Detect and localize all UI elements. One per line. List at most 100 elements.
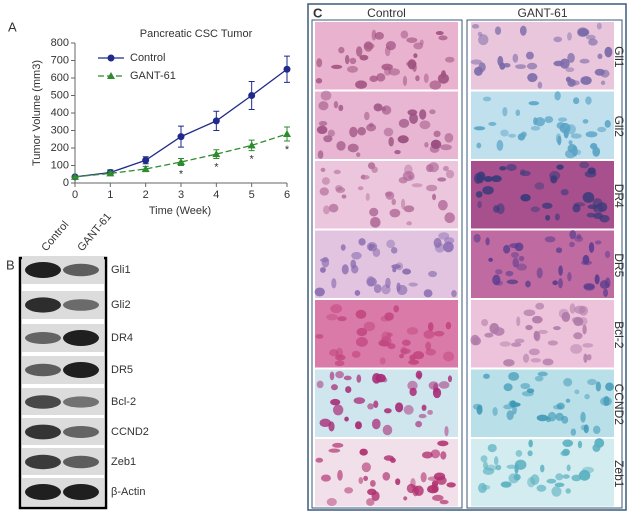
ihc-cell xyxy=(597,126,607,133)
legend-label: Control xyxy=(130,52,165,64)
ihc-cell xyxy=(534,182,545,190)
ihc-cell xyxy=(319,258,329,263)
ihc-cell xyxy=(415,420,423,428)
ihc-cell xyxy=(328,203,339,213)
y-tick-label: 400 xyxy=(51,107,69,119)
panel-label: A xyxy=(8,19,17,34)
ihc-cell xyxy=(567,271,572,282)
ihc-cell xyxy=(473,126,486,131)
ihc-cell xyxy=(574,236,584,242)
ihc-cell xyxy=(560,188,569,196)
ihc-cell xyxy=(584,170,597,178)
ihc-cell xyxy=(604,46,613,58)
ihc-cell xyxy=(381,284,391,295)
ihc-cell xyxy=(512,405,517,415)
ihc-cell xyxy=(440,451,447,460)
ihc-cell xyxy=(561,311,571,322)
column-frame xyxy=(466,19,623,509)
ihc-cell xyxy=(506,464,517,469)
y-tick-label: 100 xyxy=(51,159,69,171)
ihc-cell xyxy=(335,184,343,191)
ihc-cell xyxy=(554,482,565,488)
ihc-cell xyxy=(500,129,509,137)
blot-band xyxy=(63,396,99,408)
ihc-cell xyxy=(536,484,547,492)
ihc-cell xyxy=(406,37,418,43)
ihc-cell xyxy=(563,378,573,387)
ihc-cell xyxy=(371,418,381,430)
ihc-cell xyxy=(530,206,540,213)
ihc-cell xyxy=(605,382,614,391)
ihc-cell xyxy=(585,34,596,40)
ihc-cell xyxy=(583,424,589,434)
ihc-cell xyxy=(525,51,534,60)
ihc-cell xyxy=(338,104,344,112)
marker-label: Zeb1 xyxy=(612,460,626,488)
ihc-cell xyxy=(499,341,511,347)
ihc-cell xyxy=(408,359,420,365)
ihc-cell xyxy=(492,274,501,286)
ihc-cell xyxy=(470,59,483,65)
ihc-cell xyxy=(562,474,570,479)
ihc-cell xyxy=(353,397,366,405)
ihc-cell xyxy=(447,375,453,383)
significance-mark: * xyxy=(250,154,255,166)
ihc-cell xyxy=(588,38,598,46)
ihc-cell xyxy=(577,28,590,36)
protein-label: Gli2 xyxy=(111,299,131,311)
ihc-cell xyxy=(597,53,603,60)
ihc-cell xyxy=(400,348,411,354)
ihc-cell xyxy=(440,144,452,151)
ihc-cell xyxy=(516,316,521,327)
ihc-cell xyxy=(583,283,595,290)
ihc-cell xyxy=(508,133,517,138)
ihc-cell xyxy=(328,448,341,453)
ihc-cell xyxy=(438,232,450,240)
ihc-cell xyxy=(556,164,564,170)
ihc-cell xyxy=(478,62,486,72)
ihc-cell xyxy=(429,145,440,153)
ihc-cell xyxy=(371,29,377,41)
column-label: GANT-61 xyxy=(517,6,567,20)
ihc-cell xyxy=(553,404,563,410)
ihc-cell xyxy=(445,321,452,330)
ihc-cell xyxy=(407,59,417,70)
y-tick-label: 0 xyxy=(63,177,69,189)
ihc-cell xyxy=(566,464,571,472)
ihc-cell xyxy=(323,205,330,215)
ihc-cell xyxy=(512,53,519,63)
ihc-cell xyxy=(559,122,571,134)
ihc-cell xyxy=(321,177,330,185)
ihc-cell xyxy=(547,340,558,346)
ihc-cell xyxy=(551,486,562,497)
ihc-cell xyxy=(537,81,543,89)
ihc-cell xyxy=(580,76,592,85)
ihc-cell xyxy=(429,109,436,115)
ihc-cell xyxy=(492,407,498,416)
ihc-cell xyxy=(372,372,381,384)
ihc-cell xyxy=(555,247,563,254)
y-tick-label: 600 xyxy=(51,72,69,84)
ihc-cell xyxy=(438,35,448,41)
ihc-cell xyxy=(527,477,536,488)
ihc-cell xyxy=(427,409,433,415)
ihc-cell xyxy=(604,120,611,128)
ihc-cell xyxy=(558,308,569,319)
ihc-cell xyxy=(424,142,429,148)
ihc-cell xyxy=(431,483,439,493)
ihc-cell xyxy=(335,347,343,358)
marker-label: DR5 xyxy=(612,253,626,277)
ihc-cell xyxy=(553,36,563,43)
ihc-cell xyxy=(402,268,412,275)
ihc-cell xyxy=(451,290,457,298)
ihc-cell xyxy=(540,464,545,473)
blot-band xyxy=(25,332,61,344)
ihc-cell xyxy=(476,174,485,184)
ihc-cell xyxy=(592,425,601,434)
ihc-cell xyxy=(432,494,444,501)
ihc-cell xyxy=(395,478,401,486)
ihc-cell xyxy=(332,442,344,448)
ihc-cell xyxy=(553,60,564,67)
protein-label: Zeb1 xyxy=(111,456,136,468)
ihc-cell xyxy=(382,377,388,383)
